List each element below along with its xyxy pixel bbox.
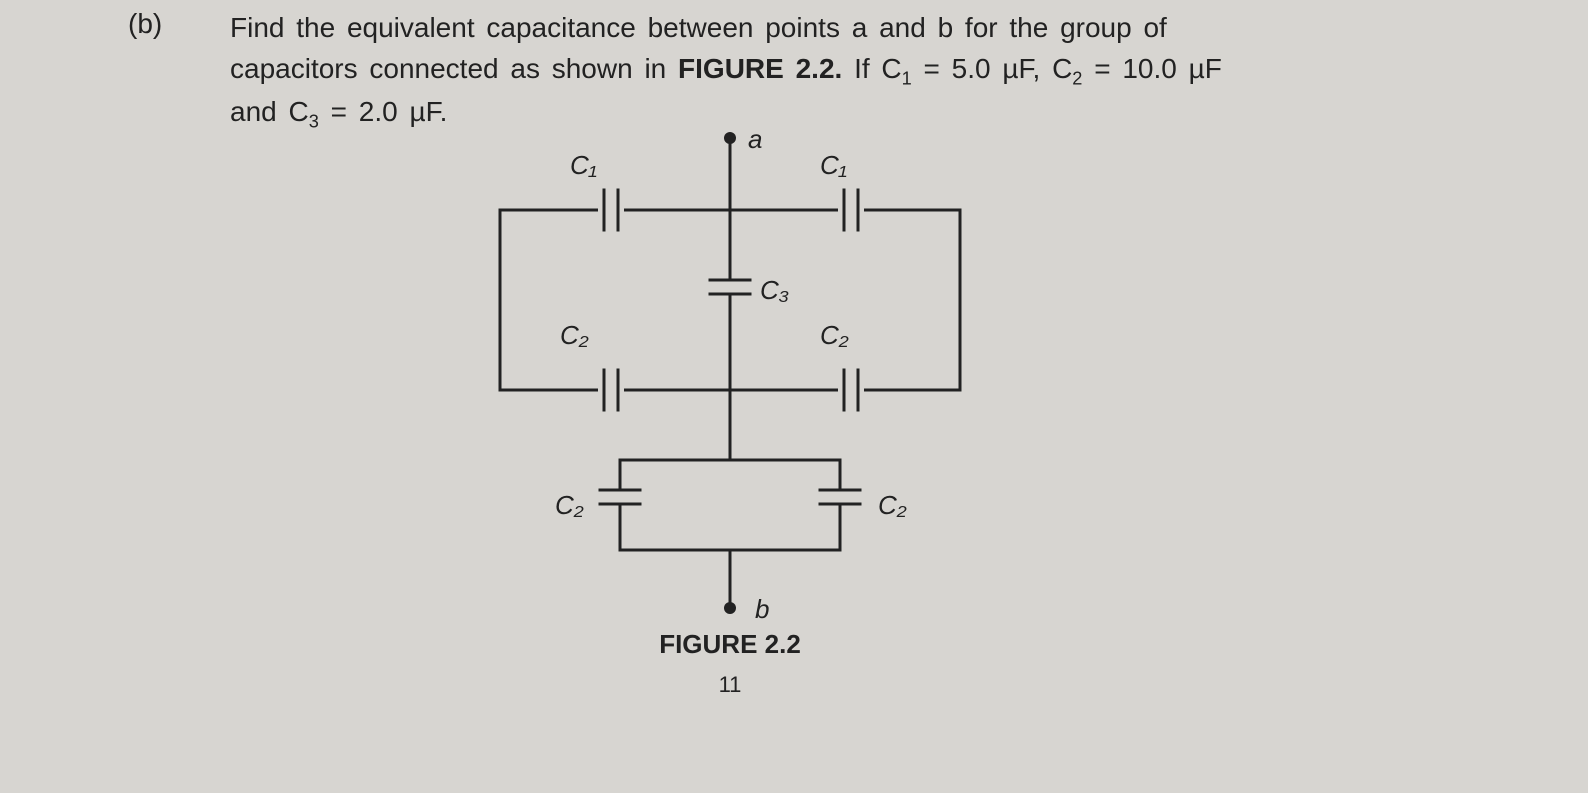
problem-text: Find the equivalent capacitance between … (230, 8, 1550, 135)
text-line2-post: If C (842, 53, 901, 84)
c3-sub: 3 (309, 111, 319, 131)
text-line1: Find the equivalent capacitance between … (230, 12, 1167, 43)
circuit-diagram: a C₁ C₁ C₃ C₂ C₂ C₂ C₂ b (460, 130, 1000, 690)
c2-sub: 2 (1072, 68, 1082, 88)
circuit-svg (460, 130, 1000, 640)
page: (b) Find the equivalent capacitance betw… (0, 0, 1588, 793)
page-number: 11 (460, 672, 1000, 698)
part-label: (b) (128, 8, 162, 40)
eq2: = 10.0 µF (1082, 53, 1221, 84)
text-line2-pre: capacitors connected as shown in (230, 53, 678, 84)
figure-ref: FIGURE 2.2. (678, 53, 842, 84)
eq3: = 2.0 µF. (319, 96, 448, 127)
c1-sub: 1 (902, 68, 912, 88)
eq1: = 5.0 µF, C (912, 53, 1073, 84)
figure-caption: FIGURE 2.2 (460, 629, 1000, 660)
text-line3-pre: and C (230, 96, 309, 127)
